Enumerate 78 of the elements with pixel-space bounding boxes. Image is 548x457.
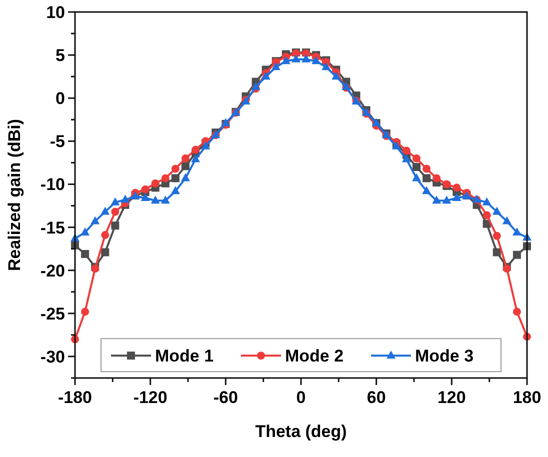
point (422, 174, 431, 182)
point (402, 146, 410, 155)
point (402, 154, 411, 162)
point (512, 308, 521, 316)
point (432, 174, 441, 182)
point (322, 62, 331, 70)
point (422, 186, 432, 194)
point (312, 56, 321, 64)
point (422, 164, 431, 173)
point (171, 164, 180, 173)
point (482, 211, 491, 220)
point (442, 196, 452, 204)
y-axis-title: Realized gain (dBi) (5, 118, 24, 272)
y-tick-label: -20 (40, 261, 65, 280)
x-tick-label: -60 (213, 388, 238, 407)
y-tick-label: 0 (56, 89, 65, 108)
point (81, 250, 90, 258)
point (181, 162, 190, 170)
x-tick-label: 180 (512, 388, 542, 407)
point (151, 179, 160, 188)
x-tick-label: 120 (437, 388, 466, 407)
y-tick-label: -5 (50, 132, 65, 152)
point (261, 72, 270, 80)
point (101, 248, 110, 256)
point (192, 146, 200, 154)
point (80, 227, 90, 236)
point (90, 216, 100, 224)
x-tick-label: -120 (133, 388, 168, 407)
point (412, 163, 421, 172)
point (432, 196, 442, 204)
point (271, 62, 280, 70)
point (452, 193, 462, 202)
y-tick-label: -15 (40, 218, 65, 238)
point (412, 173, 422, 182)
x-tick-label: 0 (296, 388, 306, 407)
point (140, 193, 150, 202)
point (170, 186, 180, 194)
point (492, 248, 501, 256)
point (100, 206, 110, 215)
point (492, 232, 501, 240)
x-tick-label: 60 (366, 388, 386, 407)
point (302, 54, 311, 62)
point (512, 250, 521, 259)
point (512, 227, 522, 236)
legend-label: Mode 3 (415, 346, 474, 366)
y-tick-label: 10 (46, 3, 65, 22)
point (281, 56, 290, 64)
point (452, 184, 461, 192)
y-tick-label: -10 (40, 175, 65, 194)
point (180, 173, 190, 182)
point (191, 154, 200, 162)
legend-label: Mode 2 (285, 346, 344, 366)
point (161, 174, 170, 182)
point (110, 197, 120, 206)
point (111, 208, 120, 216)
y-tick-label: -25 (40, 304, 65, 324)
point (141, 185, 150, 194)
y-tick-label: -30 (40, 347, 65, 366)
point (201, 141, 210, 150)
point (150, 196, 160, 204)
x-tick-label: -180 (58, 388, 92, 407)
point (412, 154, 421, 162)
point (482, 197, 492, 206)
point (160, 196, 170, 204)
point (120, 194, 130, 203)
x-axis-title: Theta (deg) (255, 422, 347, 441)
point (492, 206, 502, 215)
point (171, 174, 180, 182)
legend-label: Mode 1 (155, 346, 214, 366)
point (111, 222, 120, 230)
point (101, 231, 110, 240)
y-tick-label: 5 (56, 46, 65, 66)
point (251, 82, 260, 90)
point (291, 54, 300, 62)
point (81, 308, 90, 316)
point (332, 72, 341, 80)
point (181, 154, 190, 162)
point (502, 216, 512, 224)
